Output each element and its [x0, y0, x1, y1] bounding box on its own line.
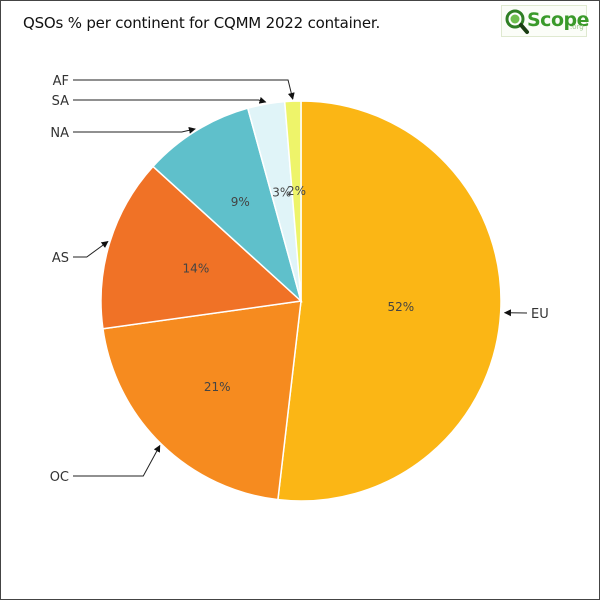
slice-percent-eu: 52% [387, 300, 414, 314]
leader-line-as [73, 241, 108, 257]
leader-line-af [73, 80, 293, 99]
leader-line-oc [73, 446, 160, 476]
pie-slice-oc [103, 301, 301, 500]
slice-percent-oc: 21% [204, 380, 231, 394]
leader-line-sa [73, 100, 266, 102]
slice-percent-na: 9% [231, 195, 250, 209]
slice-percent-af: 2% [287, 184, 306, 198]
category-label-eu: EU [531, 307, 549, 322]
category-label-oc: OC [50, 470, 69, 485]
slice-percent-as: 14% [183, 262, 210, 276]
category-label-na: NA [50, 126, 69, 141]
category-label-af: AF [53, 74, 69, 89]
leader-line-na [73, 129, 195, 132]
category-label-as: AS [52, 251, 69, 266]
category-label-sa: SA [52, 94, 69, 109]
